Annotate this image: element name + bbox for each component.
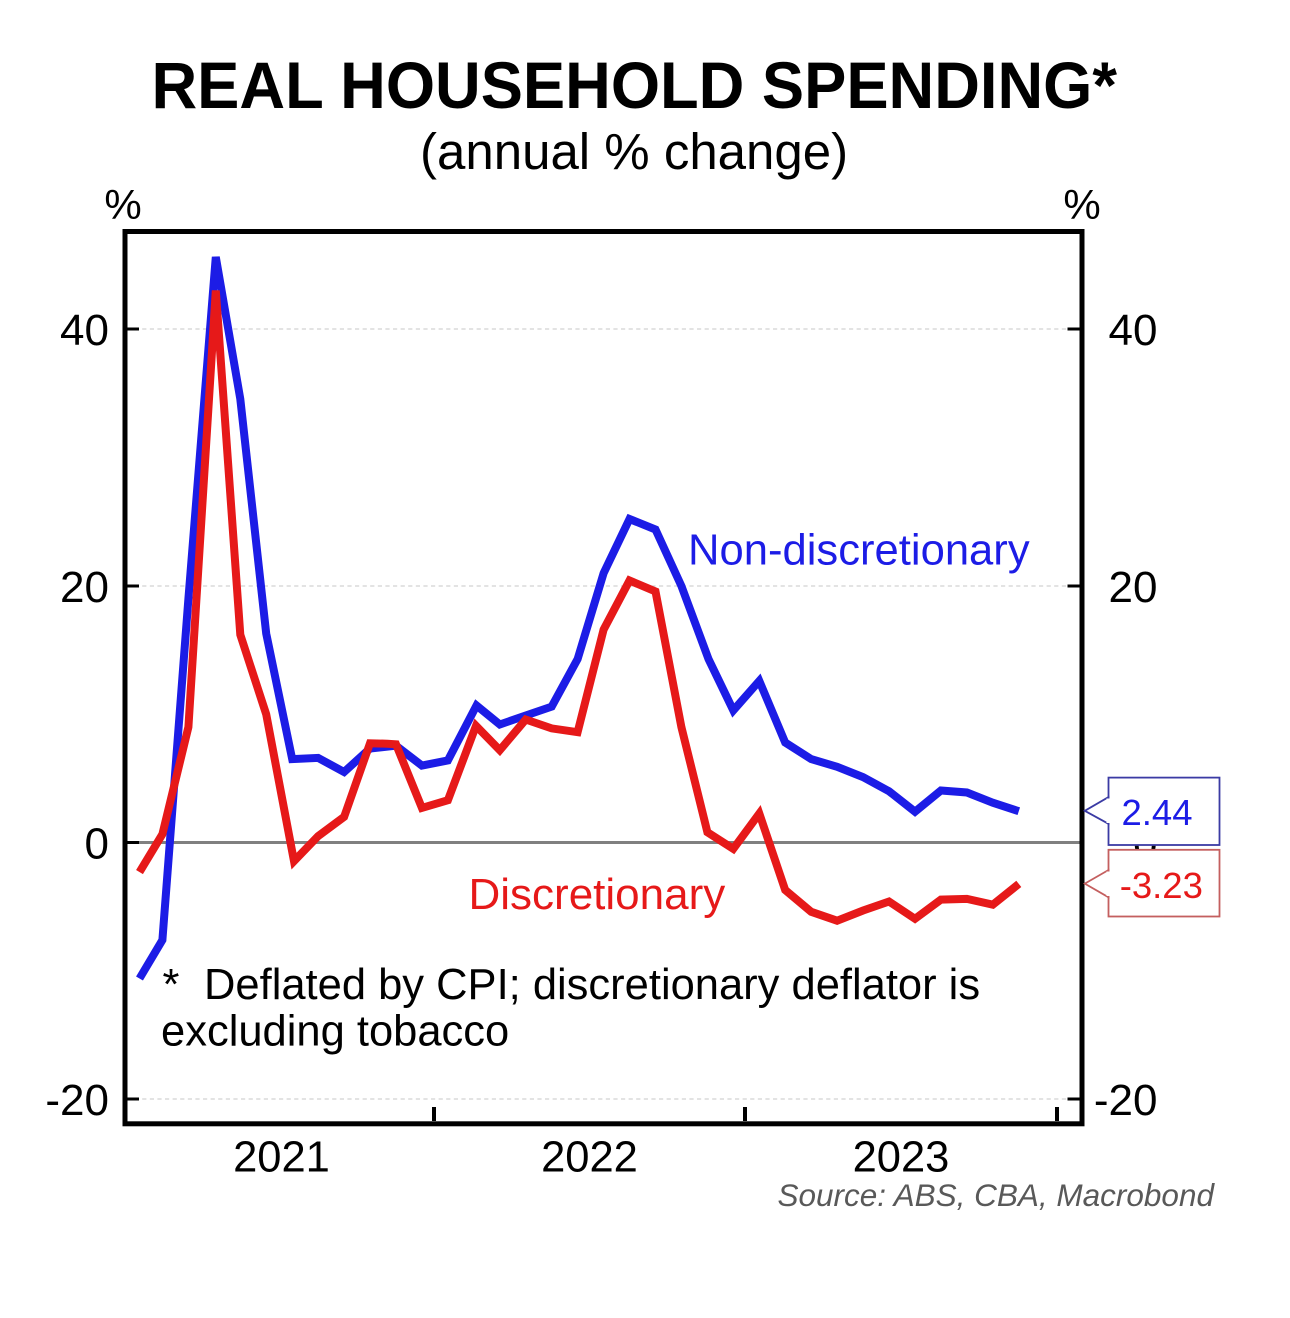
svg-text:REAL HOUSEHOLD SPENDING*: REAL HOUSEHOLD SPENDING* — [152, 48, 1118, 122]
svg-text:-20: -20 — [1094, 1076, 1158, 1125]
svg-text:Deflated by CPI; discretionary: Deflated by CPI; discretionary deflator … — [204, 961, 980, 1009]
svg-text:excluding tobacco: excluding tobacco — [161, 1008, 509, 1056]
svg-text:40: 40 — [1109, 306, 1158, 355]
svg-text:-20: -20 — [45, 1076, 109, 1125]
svg-text:20: 20 — [1109, 563, 1158, 612]
svg-text:20: 20 — [60, 563, 109, 612]
svg-text:%: % — [104, 181, 141, 228]
svg-text:40: 40 — [60, 306, 109, 355]
svg-text:2021: 2021 — [233, 1134, 330, 1182]
svg-text:Discretionary: Discretionary — [469, 870, 726, 919]
svg-text:(annual % change): (annual % change) — [420, 123, 848, 180]
svg-text:2.44: 2.44 — [1121, 792, 1192, 833]
svg-text:%: % — [1063, 181, 1100, 228]
svg-text:Non-discretionary: Non-discretionary — [688, 527, 1030, 575]
svg-text:2023: 2023 — [853, 1134, 950, 1182]
svg-text:-3.23: -3.23 — [1120, 865, 1203, 906]
svg-text:2022: 2022 — [541, 1134, 638, 1182]
svg-text:*: * — [163, 961, 180, 1009]
svg-text:Source: ABS, CBA, Macrobond: Source: ABS, CBA, Macrobond — [777, 1177, 1215, 1213]
svg-text:0: 0 — [85, 819, 109, 868]
